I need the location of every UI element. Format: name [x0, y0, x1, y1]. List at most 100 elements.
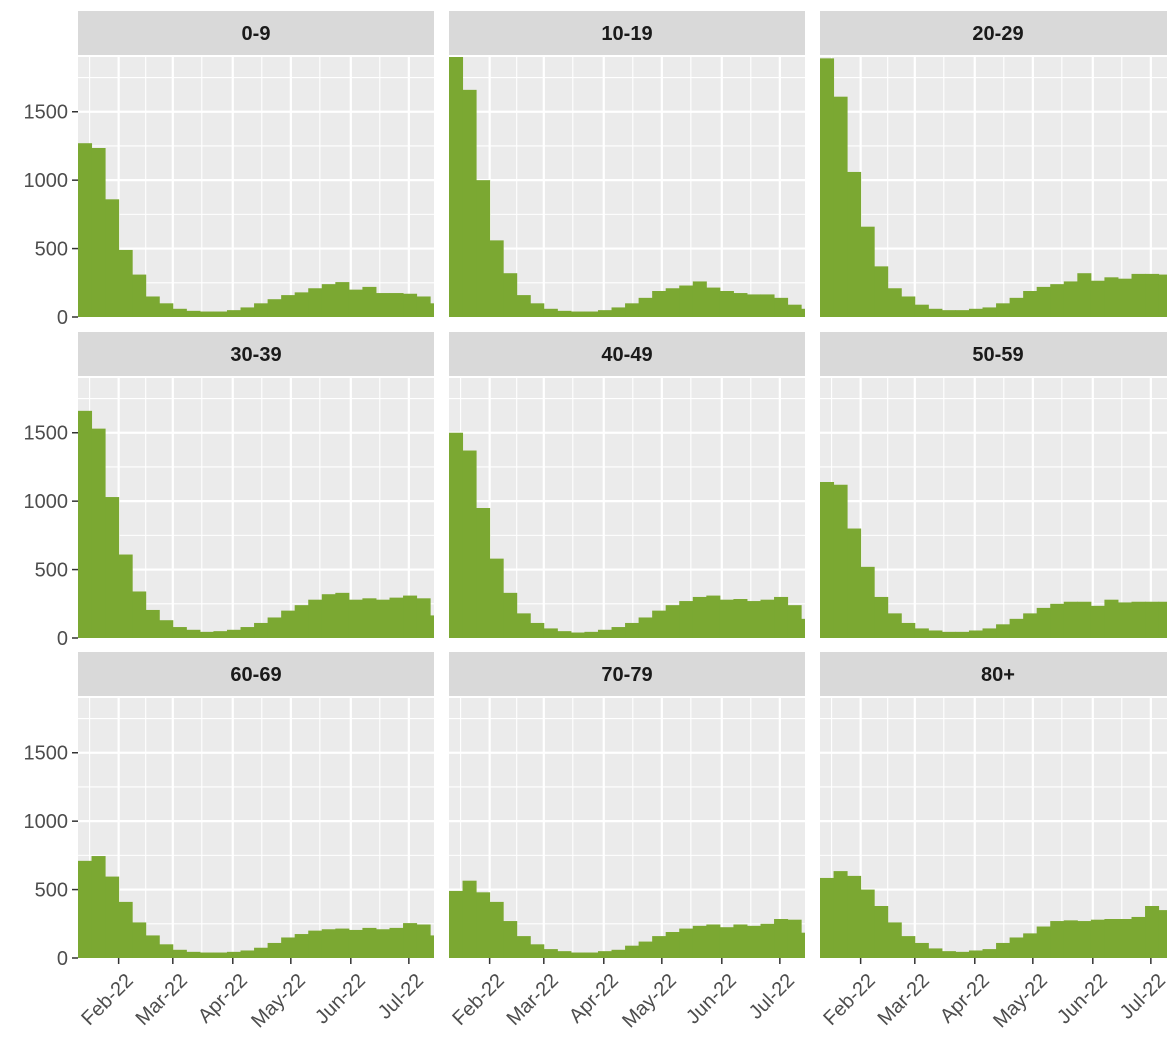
- histogram-bar: [476, 180, 491, 317]
- x-tick-label: Apr-22: [565, 970, 623, 1028]
- histogram-bar: [638, 617, 653, 638]
- histogram-bar: [172, 949, 187, 958]
- histogram-bar: [403, 923, 418, 958]
- histogram-bar: [1090, 919, 1105, 958]
- histogram-bar: [1104, 919, 1119, 958]
- histogram-bar: [679, 601, 694, 638]
- histogram-bar: [611, 949, 626, 958]
- histogram-bar: [584, 952, 599, 958]
- histogram-bar: [1050, 921, 1065, 958]
- histogram-bar: [159, 303, 174, 317]
- histogram-bar: [186, 951, 201, 958]
- histogram-bar: [1131, 601, 1146, 638]
- histogram-bar: [1117, 602, 1132, 638]
- histogram-bar: [1090, 605, 1105, 638]
- facet-strip-label: 60-69: [230, 664, 281, 686]
- histogram-bar: [294, 934, 309, 958]
- y-tick-label: 1500: [24, 743, 69, 765]
- histogram-bar: [584, 311, 599, 317]
- histogram-bar: [186, 629, 201, 638]
- histogram-bar: [833, 96, 848, 317]
- histogram-bar: [955, 310, 970, 317]
- histogram-bar: [820, 58, 835, 317]
- histogram-bar: [516, 295, 531, 317]
- histogram-bar: [503, 921, 518, 958]
- histogram-bar: [489, 901, 504, 958]
- bar-series: [78, 856, 434, 958]
- histogram-bar: [1009, 937, 1024, 958]
- histogram-bar: [362, 598, 377, 638]
- bar-series: [78, 143, 434, 317]
- histogram-bar: [801, 308, 805, 317]
- histogram-bar: [719, 599, 734, 638]
- histogram-bar: [321, 929, 336, 958]
- histogram-bar: [638, 941, 653, 958]
- facet-panel: 50-59: [820, 332, 1167, 640]
- histogram-bar: [1063, 920, 1078, 958]
- histogram-bar: [118, 249, 133, 317]
- histogram-bar: [955, 631, 970, 638]
- histogram-bar: [240, 307, 255, 317]
- histogram-bar: [199, 952, 214, 958]
- histogram-bar: [679, 928, 694, 958]
- panel-background: [78, 57, 434, 317]
- histogram-bar: [928, 630, 943, 638]
- histogram-bar: [860, 566, 875, 638]
- y-tick-label: 0: [57, 948, 68, 970]
- histogram-bar: [1158, 274, 1167, 317]
- histogram-bar: [199, 631, 214, 638]
- histogram-bar: [489, 240, 504, 317]
- histogram-bar: [1036, 607, 1051, 638]
- facet-panel: 0-9 0 500 1000 1500: [24, 11, 434, 329]
- y-tick-label: 1000: [24, 491, 69, 513]
- histogram-bar: [706, 595, 721, 638]
- histogram-bar: [91, 428, 106, 638]
- histogram-bar: [543, 308, 558, 317]
- histogram-bar: [416, 598, 431, 638]
- histogram-bar: [914, 942, 929, 958]
- histogram-bar: [570, 952, 585, 958]
- histogram-bar: [787, 304, 802, 317]
- y-tick-label: 500: [35, 239, 68, 261]
- histogram-bar: [941, 631, 956, 638]
- histogram-bar: [416, 924, 431, 958]
- facet-strip-label: 50-59: [972, 344, 1023, 366]
- facet-strip: [820, 11, 1167, 55]
- histogram-bar: [159, 620, 174, 638]
- x-tick-label: Jun-22: [682, 970, 741, 1029]
- histogram-bar: [449, 432, 464, 638]
- histogram-bar: [1036, 286, 1051, 317]
- histogram-bar: [1158, 601, 1167, 638]
- histogram-bar: [774, 297, 789, 317]
- histogram-bar: [186, 310, 201, 317]
- histogram-bar: [389, 927, 404, 958]
- histogram-bar: [267, 942, 282, 958]
- histogram-bar: [847, 171, 862, 317]
- histogram-bar: [570, 311, 585, 317]
- x-tick-label: Jun-22: [311, 970, 370, 1029]
- histogram-bar: [692, 925, 707, 958]
- histogram-bar: [901, 622, 916, 638]
- histogram-bar: [1009, 297, 1024, 317]
- histogram-bar: [787, 605, 802, 638]
- histogram-bar: [860, 889, 875, 958]
- x-tick-label: Mar-22: [503, 970, 563, 1030]
- histogram-bar: [172, 627, 187, 638]
- facet-panel: 20-29: [820, 11, 1167, 319]
- histogram-bar: [874, 266, 889, 317]
- histogram-bar: [105, 199, 120, 317]
- histogram-bar: [362, 286, 377, 317]
- histogram-bar: [652, 291, 667, 317]
- histogram-bar: [611, 307, 626, 317]
- histogram-bar: [145, 296, 160, 317]
- facet-strip-label: 0-9: [242, 23, 271, 45]
- histogram-bar: [476, 508, 491, 638]
- histogram-bar: [914, 628, 929, 638]
- histogram-bar: [1009, 618, 1024, 638]
- histogram-bar: [968, 950, 984, 958]
- histogram-bar: [570, 632, 585, 638]
- facet-panel: 10-19: [449, 11, 805, 319]
- x-tick-label: Jul-22: [1116, 970, 1167, 1024]
